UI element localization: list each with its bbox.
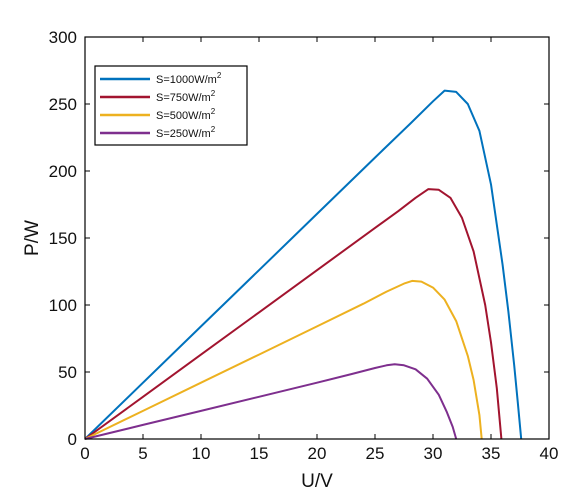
y-tick-label: 250 bbox=[49, 95, 77, 114]
x-tick-label: 25 bbox=[366, 444, 385, 463]
x-tick-label: 10 bbox=[192, 444, 211, 463]
legend-label-3: S=250W/m2 bbox=[156, 125, 216, 140]
x-tick-label: 20 bbox=[308, 444, 327, 463]
x-axis-label: U/V bbox=[301, 471, 333, 492]
series-line-3 bbox=[84, 363, 458, 440]
tick-layer: 0 5 10 15 20 25 30 35 40 0 50 100 150 200 250 300 bbox=[49, 28, 559, 463]
legend-label-0: S=1000W/m2 bbox=[156, 71, 222, 86]
legend: S=1000W/m2 S=750W/m2 S=500W/m2 S=250W/m2 bbox=[94, 65, 248, 146]
y-tick-label: 200 bbox=[49, 162, 77, 181]
x-tick-label: 5 bbox=[138, 444, 147, 463]
x-tick-label: 30 bbox=[424, 444, 443, 463]
x-tick-label: 0 bbox=[80, 444, 89, 463]
series-layer bbox=[84, 89, 523, 440]
series-line-2 bbox=[84, 279, 483, 440]
x-tick-label: 35 bbox=[482, 444, 501, 463]
legend-label-2: S=500W/m2 bbox=[156, 107, 216, 122]
x-tick-label: 15 bbox=[250, 444, 269, 463]
y-tick-label: 0 bbox=[68, 430, 77, 449]
legend-items: S=1000W/m2 S=750W/m2 S=500W/m2 S=250W/m2 bbox=[100, 71, 222, 140]
y-tick-label: 150 bbox=[49, 229, 77, 248]
series-line-1 bbox=[84, 188, 503, 440]
y-tick-label: 300 bbox=[49, 28, 77, 47]
y-tick-label: 50 bbox=[58, 363, 77, 382]
y-axis-label: P/W bbox=[22, 220, 43, 256]
legend-label-1: S=750W/m2 bbox=[156, 89, 216, 104]
series-line-0 bbox=[84, 89, 523, 440]
y-tick-label: 100 bbox=[49, 296, 77, 315]
x-tick-label: 40 bbox=[540, 444, 559, 463]
